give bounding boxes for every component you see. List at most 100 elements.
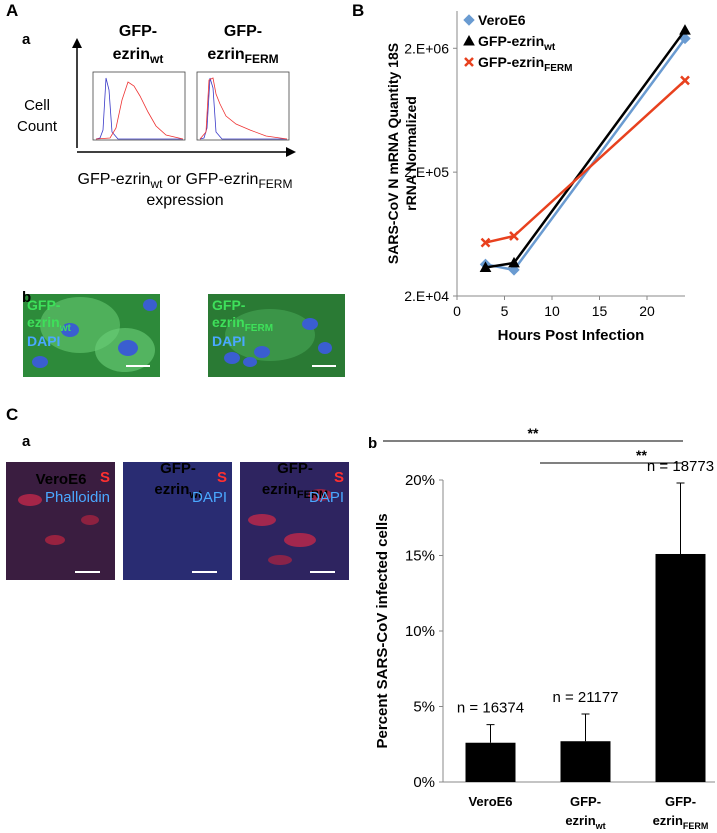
column-header: GFP-	[224, 23, 262, 40]
infected-cell	[45, 535, 65, 545]
x-tick-label: ezrinFERM	[653, 813, 709, 831]
infected-cell	[18, 494, 42, 506]
annotation: n = 16374	[457, 700, 524, 717]
infected-cell	[81, 515, 99, 525]
stain-label: ezrinwt	[27, 314, 71, 334]
y-tick-label: 2.E+06	[404, 40, 449, 56]
histogram-curve	[95, 81, 184, 140]
panel-label: b	[368, 435, 377, 452]
marker	[509, 231, 519, 241]
series-line	[485, 79, 686, 244]
error-bar	[486, 724, 495, 743]
y-tick-label: 2.E+04	[404, 288, 449, 304]
nuclei-layer	[123, 462, 232, 580]
subscript: wt	[188, 489, 202, 501]
nucleus	[143, 299, 157, 311]
bar	[465, 742, 516, 782]
y-axis-label: rRNA Normalized	[403, 96, 419, 211]
panel-label: a	[22, 31, 31, 48]
subscript: wt	[595, 821, 606, 831]
marker	[480, 237, 491, 248]
micrograph	[240, 462, 349, 580]
error-bar	[676, 482, 685, 554]
marker	[508, 256, 520, 268]
image-title: ezrinFERM	[262, 481, 328, 501]
nucleus	[224, 352, 240, 364]
text-part: VeroE6	[478, 12, 526, 28]
annotation: n = 18773	[647, 458, 714, 475]
legend-label: GFP-ezrinFERM	[478, 54, 572, 74]
stain-label: Phalloidin	[45, 489, 110, 506]
y-tick-label: 5%	[413, 699, 435, 716]
histogram-curve	[199, 77, 288, 140]
image-background	[123, 462, 232, 580]
text-part: ezrin	[565, 813, 595, 828]
arrow-head	[286, 147, 296, 157]
stain-label: DAPI	[192, 489, 227, 506]
histogram-frame	[92, 71, 186, 141]
text-part: ezrin	[262, 481, 297, 498]
subscript: FERM	[544, 63, 572, 74]
bar	[560, 741, 611, 782]
subscript: FERM	[245, 52, 279, 66]
panel-label: A	[6, 1, 18, 20]
text-part: GFP-ezrin	[78, 171, 151, 188]
subscript: FERM	[245, 323, 273, 334]
x-axis-label: GFP-ezrinwt or GFP-ezrinFERM	[78, 171, 293, 191]
x-tick-label: 0	[453, 303, 461, 319]
infected-cell	[308, 489, 332, 501]
marker	[479, 261, 492, 272]
x-tick-label: ezrinwt	[565, 813, 605, 831]
stain-label: DAPI	[309, 489, 344, 506]
panel-label: a	[22, 433, 31, 450]
infected-cell	[284, 533, 316, 547]
legend-label: GFP-ezrinwt	[478, 33, 556, 53]
y-axis-label: Percent SARS-CoV infected cells	[374, 513, 391, 748]
x-tick-label: GFP-	[665, 794, 696, 809]
text-part: ezrin	[27, 314, 60, 330]
micrograph	[208, 294, 345, 377]
marker	[679, 24, 691, 35]
histogram-frame	[196, 71, 290, 141]
panel-label: C	[6, 405, 18, 424]
histogram-curve	[199, 77, 287, 140]
micrograph	[23, 294, 160, 377]
subscript: wt	[149, 52, 163, 66]
nucleus	[318, 342, 332, 354]
image-title: GFP-	[160, 460, 196, 477]
x-tick-label: 20	[639, 303, 655, 319]
annotation: n = 21177	[552, 689, 618, 706]
column-header: ezrinFERM	[207, 46, 278, 66]
y-tick-label: 10%	[405, 623, 435, 640]
image-title: GFP-	[277, 460, 313, 477]
x-tick-label: 15	[592, 303, 608, 319]
infected-cell	[268, 555, 292, 565]
histogram-curve	[95, 77, 183, 140]
stain-label: S	[334, 469, 344, 486]
column-header: ezrinwt	[113, 46, 164, 66]
text-part: ezrin	[212, 314, 245, 330]
nucleus	[243, 357, 257, 367]
subscript: FERM	[258, 177, 292, 191]
y-tick-label: 15%	[405, 548, 435, 565]
micrograph	[6, 462, 115, 580]
nucleus	[118, 340, 138, 356]
subscript: wt	[543, 42, 556, 53]
nucleus	[61, 323, 79, 337]
nucleus	[32, 356, 48, 368]
stain-label: GFP-	[27, 297, 61, 313]
x-tick-label: VeroE6	[468, 794, 512, 809]
text-part: or GFP-ezrin	[162, 171, 258, 188]
text-part: ezrin	[113, 46, 150, 63]
text-part: ezrin	[653, 813, 683, 828]
significance-label: **	[636, 447, 647, 463]
micrograph	[123, 462, 232, 580]
y-axis-label: Count	[17, 118, 58, 135]
panel-label: B	[352, 1, 364, 20]
image-title: VeroE6	[36, 471, 87, 488]
stain-label: GFP-	[212, 297, 246, 313]
y-tick-label: 0%	[413, 774, 435, 791]
legend-label: VeroE6	[478, 12, 526, 28]
